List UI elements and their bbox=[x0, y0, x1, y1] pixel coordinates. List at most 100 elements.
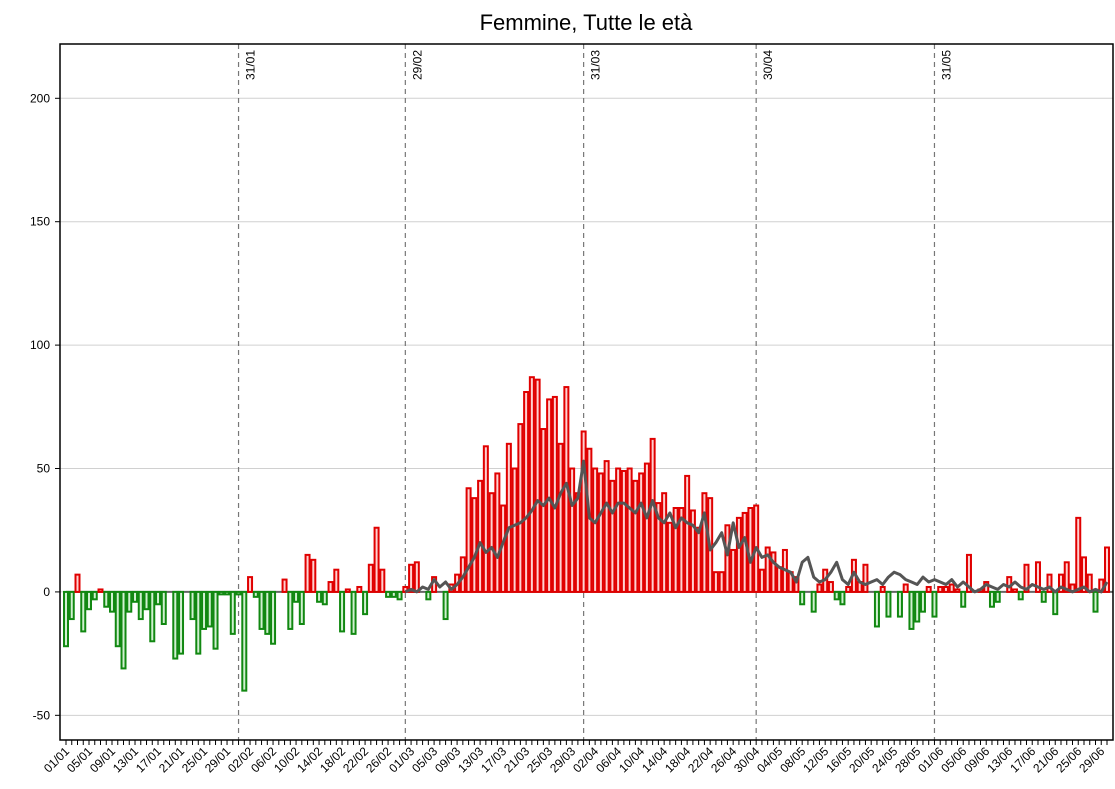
reference-label: 29/02 bbox=[410, 50, 424, 80]
bar bbox=[632, 479, 639, 593]
bar bbox=[379, 568, 386, 593]
bar bbox=[810, 590, 817, 613]
x-tick-label: 01/06 bbox=[915, 744, 946, 775]
bar bbox=[839, 590, 846, 606]
bar bbox=[270, 590, 277, 645]
bar bbox=[988, 590, 995, 608]
x-tick-label: 06/04 bbox=[593, 744, 624, 775]
bar bbox=[649, 437, 656, 593]
x-tick-label: 20/05 bbox=[846, 744, 877, 775]
bar bbox=[534, 378, 541, 593]
x-tick-label: 22/02 bbox=[340, 744, 371, 775]
bar bbox=[965, 553, 972, 593]
bar bbox=[63, 590, 69, 648]
x-tick-label: 05/06 bbox=[938, 744, 969, 775]
bar bbox=[592, 467, 599, 593]
bar bbox=[931, 590, 938, 618]
bar bbox=[770, 551, 777, 593]
bar bbox=[873, 590, 880, 628]
bar bbox=[1057, 573, 1064, 593]
bar bbox=[862, 563, 869, 593]
bar bbox=[758, 568, 765, 593]
x-tick-label: 09/06 bbox=[961, 744, 992, 775]
y-tick-label: 150 bbox=[30, 215, 50, 229]
bar bbox=[362, 590, 369, 616]
bar bbox=[482, 445, 489, 593]
bar bbox=[114, 590, 121, 648]
bar bbox=[298, 590, 305, 626]
y-tick-label: 0 bbox=[43, 585, 50, 599]
bar bbox=[252, 590, 259, 598]
bar bbox=[937, 585, 944, 593]
bar bbox=[896, 590, 903, 618]
bar bbox=[477, 479, 484, 593]
bar bbox=[356, 585, 363, 593]
bar bbox=[86, 590, 93, 611]
x-tick-label: 13/03 bbox=[455, 744, 486, 775]
bar bbox=[212, 590, 219, 650]
bar bbox=[494, 472, 501, 593]
bar bbox=[1034, 561, 1041, 593]
x-tick-label: 09/03 bbox=[432, 744, 463, 775]
bar bbox=[517, 423, 524, 593]
bar bbox=[879, 585, 886, 593]
bar bbox=[316, 590, 323, 603]
bar bbox=[1080, 556, 1087, 593]
bar bbox=[764, 546, 771, 593]
bar bbox=[638, 472, 645, 593]
x-tick-label: 18/04 bbox=[662, 744, 693, 775]
bar bbox=[229, 590, 236, 635]
x-tick-label: 28/05 bbox=[892, 744, 923, 775]
bar bbox=[80, 590, 87, 633]
bar bbox=[948, 583, 955, 593]
bar bbox=[914, 590, 921, 623]
x-tick-label: 01/03 bbox=[386, 744, 417, 775]
x-tick-label: 01/01 bbox=[41, 744, 72, 775]
bar bbox=[235, 590, 242, 596]
x-tick-label: 10/02 bbox=[271, 744, 302, 775]
x-tick-label: 16/05 bbox=[823, 744, 854, 775]
bar bbox=[137, 590, 144, 621]
bar bbox=[333, 568, 340, 593]
bar bbox=[701, 492, 708, 593]
bar bbox=[551, 395, 558, 593]
bar bbox=[1017, 590, 1024, 601]
y-tick-label: -50 bbox=[33, 708, 51, 722]
bar bbox=[643, 462, 650, 593]
bar bbox=[408, 563, 415, 593]
bar bbox=[310, 558, 317, 593]
x-tick-label: 24/05 bbox=[869, 744, 900, 775]
bar bbox=[195, 590, 202, 655]
bar bbox=[1104, 546, 1110, 593]
bar bbox=[1046, 573, 1053, 593]
bar bbox=[74, 573, 81, 593]
bar bbox=[603, 460, 610, 593]
x-tick-label: 14/02 bbox=[294, 744, 325, 775]
bar bbox=[367, 563, 374, 593]
bar bbox=[120, 590, 127, 670]
bar bbox=[327, 581, 334, 593]
bar bbox=[528, 376, 535, 593]
bar bbox=[994, 590, 1001, 603]
x-tick-label: 02/04 bbox=[570, 744, 601, 775]
bar bbox=[942, 585, 949, 593]
bar bbox=[1040, 590, 1047, 603]
bar bbox=[666, 521, 673, 593]
x-tick-label: 13/06 bbox=[984, 744, 1015, 775]
bar bbox=[465, 487, 472, 593]
bar bbox=[68, 590, 75, 621]
x-tick-label: 21/06 bbox=[1030, 744, 1061, 775]
bar bbox=[919, 590, 926, 613]
bar bbox=[293, 590, 300, 603]
bar bbox=[960, 590, 967, 608]
x-tick-label: 30/04 bbox=[731, 744, 762, 775]
x-tick-label: 13/01 bbox=[110, 744, 141, 775]
bar bbox=[178, 590, 185, 655]
bar bbox=[91, 590, 98, 601]
bar bbox=[580, 430, 587, 593]
x-tick-label: 21/01 bbox=[156, 744, 187, 775]
bar bbox=[1075, 516, 1082, 593]
bar bbox=[281, 578, 288, 593]
bar bbox=[413, 561, 420, 593]
